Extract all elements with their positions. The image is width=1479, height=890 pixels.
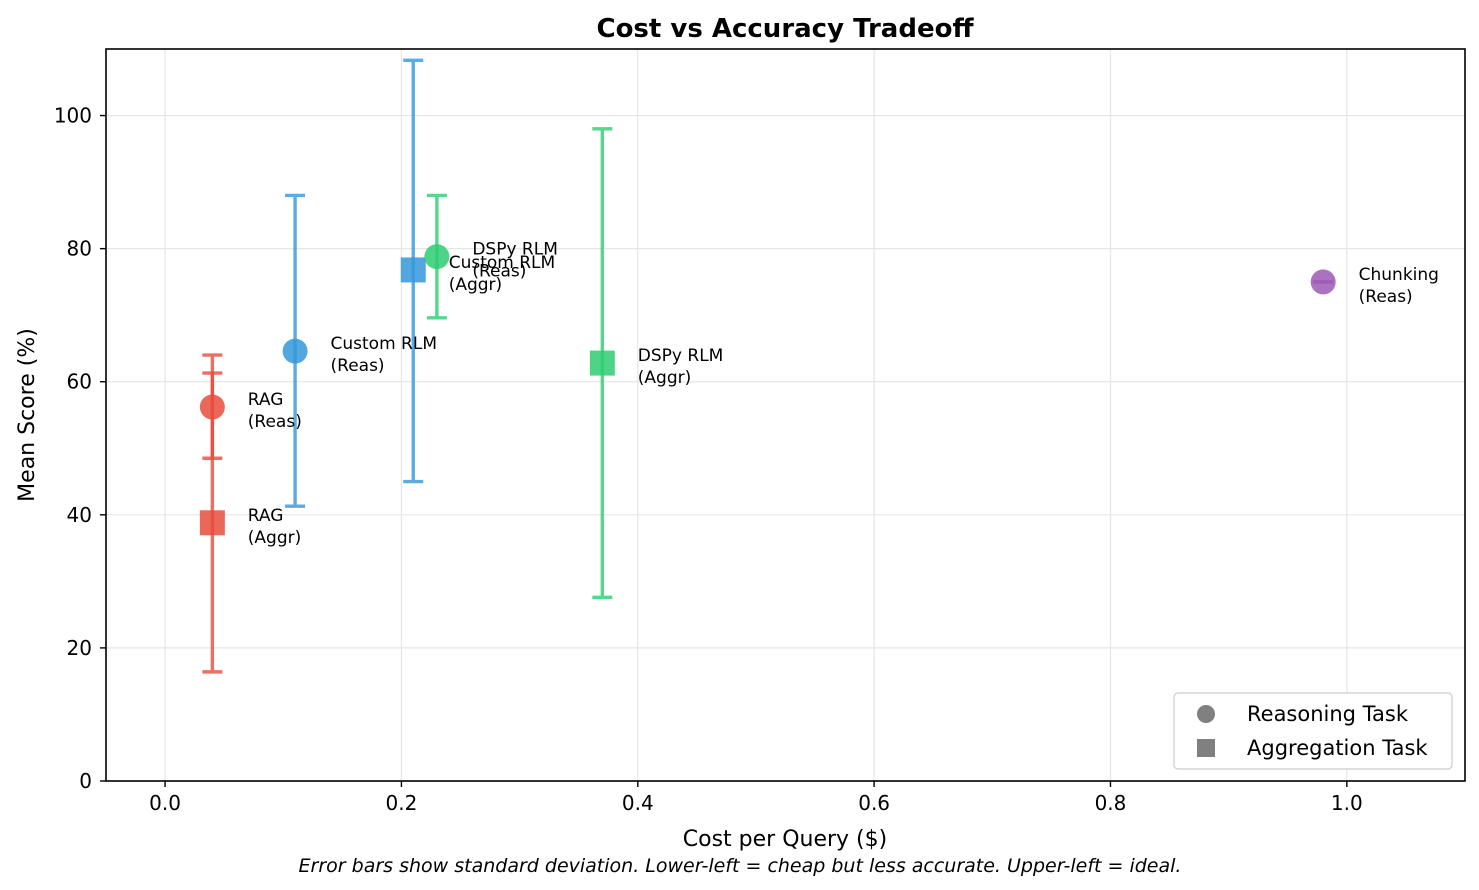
point-label-line: DSPy RLM [638,346,724,366]
x-axis-label: Cost per Query ($) [683,827,887,852]
data-point-square [400,257,426,283]
y-tick-label: 100 [54,104,92,128]
y-tick-label: 80 [67,237,92,261]
y-tick-label: 20 [67,636,92,660]
point-label-line: (Reas) [248,412,302,432]
legend-circle-icon [1197,705,1215,723]
point-label-line: (Reas) [472,262,526,282]
x-tick-label: 1.0 [1331,791,1363,815]
point-label-line: (Aggr) [638,368,691,388]
data-point-circle [199,394,225,420]
legend-label-reasoning: Reasoning Task [1247,702,1409,726]
x-tick-label: 0.8 [1095,791,1127,815]
legend-box [1173,692,1453,770]
legend: Reasoning Task Aggregation Task [1173,692,1453,770]
point-label: Custom RLM (Reas) [331,334,437,376]
data-markers [199,244,1336,536]
x-tick-label: 0.0 [149,791,181,815]
point-label-line: (Aggr) [248,528,301,548]
data-point-circle [1310,269,1336,295]
point-label-line: Chunking [1359,265,1439,285]
axis-ticks: 0.0 0.2 0.4 0.6 0.8 1.0 0 20 40 60 80 100 [54,104,1363,815]
point-label-line: RAG [248,506,284,526]
y-tick-label: 60 [67,370,92,394]
point-label: RAG (Aggr) [248,506,301,548]
data-point-circle [282,338,308,364]
x-tick-label: 0.4 [622,791,654,815]
point-label-line: Custom RLM [331,334,437,354]
point-label: Chunking (Reas) [1359,265,1439,307]
data-point-circle [424,244,450,270]
point-label: RAG (Reas) [248,390,302,432]
legend-square-icon [1197,739,1215,757]
data-point-square [199,510,225,536]
y-tick-label: 40 [67,503,92,527]
y-tick-label: 0 [79,769,92,793]
point-label-line: (Aggr) [449,275,502,295]
x-tick-label: 0.6 [858,791,890,815]
data-point-square [589,350,615,376]
point-label-line: RAG [248,390,284,410]
chart-caption: Error bars show standard deviation. Lowe… [299,855,1182,877]
x-tick-label: 0.2 [386,791,418,815]
point-label-line: Custom RLM [449,253,555,273]
point-label-line: (Reas) [1359,287,1413,307]
legend-label-aggregation: Aggregation Task [1247,736,1428,760]
y-axis-label: Mean Score (%) [15,328,40,502]
point-label-line: DSPy RLM [472,240,558,260]
plot-frame [105,48,1466,782]
point-label: Custom RLM (Aggr) [449,253,555,295]
chart-title: Cost vs Accuracy Tradeoff [596,14,974,44]
point-label: DSPy RLM (Aggr) [638,346,724,388]
point-labels: RAG (Reas)RAG (Aggr)Custom RLM (Reas)Custom… [248,240,1439,548]
point-label: DSPy RLM (Reas) [472,240,558,282]
point-label-line: (Reas) [331,356,385,376]
